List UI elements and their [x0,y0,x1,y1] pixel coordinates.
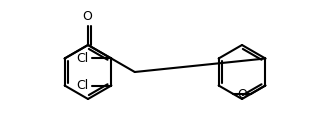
Text: O: O [82,10,92,23]
Text: Cl: Cl [77,52,89,65]
Text: O: O [238,88,248,101]
Text: Cl: Cl [77,79,89,92]
